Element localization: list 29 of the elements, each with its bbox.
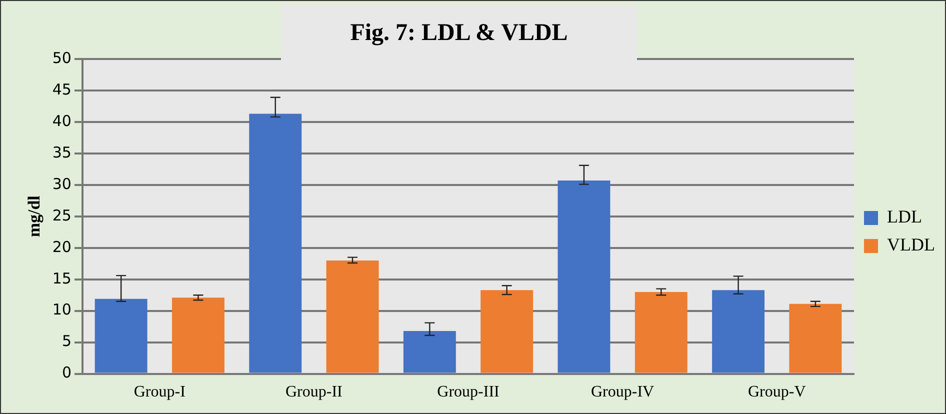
y-tick-label: 45	[52, 80, 72, 98]
bar	[403, 330, 456, 373]
legend-label: LDL	[887, 206, 922, 227]
x-tick-label: Group-I	[134, 384, 186, 401]
y-tick-label: 15	[52, 269, 72, 288]
y-axis-title: mg/dl	[24, 195, 44, 238]
bar	[789, 304, 842, 373]
bar	[712, 290, 765, 373]
legend-label: VLDL	[887, 234, 936, 255]
bar	[558, 180, 610, 373]
bar	[326, 260, 379, 373]
bar	[249, 114, 302, 373]
x-tick-label: Group-III	[437, 384, 500, 401]
x-tick-label: Group-II	[286, 384, 342, 401]
y-tick-label: 10	[52, 300, 72, 319]
y-tick-label: 50	[52, 48, 72, 67]
y-tick-label: 20	[52, 238, 72, 256]
x-tick-label: Group-IV	[591, 384, 655, 401]
y-tick-label: 40	[52, 112, 72, 130]
x-tick-label: Group-V	[748, 384, 806, 401]
y-tick-label: 35	[52, 143, 72, 162]
bar	[172, 298, 224, 373]
y-tick-label: 25	[52, 206, 72, 224]
bar	[634, 292, 688, 373]
y-tick-label: 0	[62, 364, 72, 382]
y-tick-label: 5	[62, 332, 72, 350]
bar	[480, 290, 534, 373]
y-tick-label: 30	[52, 174, 72, 193]
bar	[94, 298, 148, 373]
